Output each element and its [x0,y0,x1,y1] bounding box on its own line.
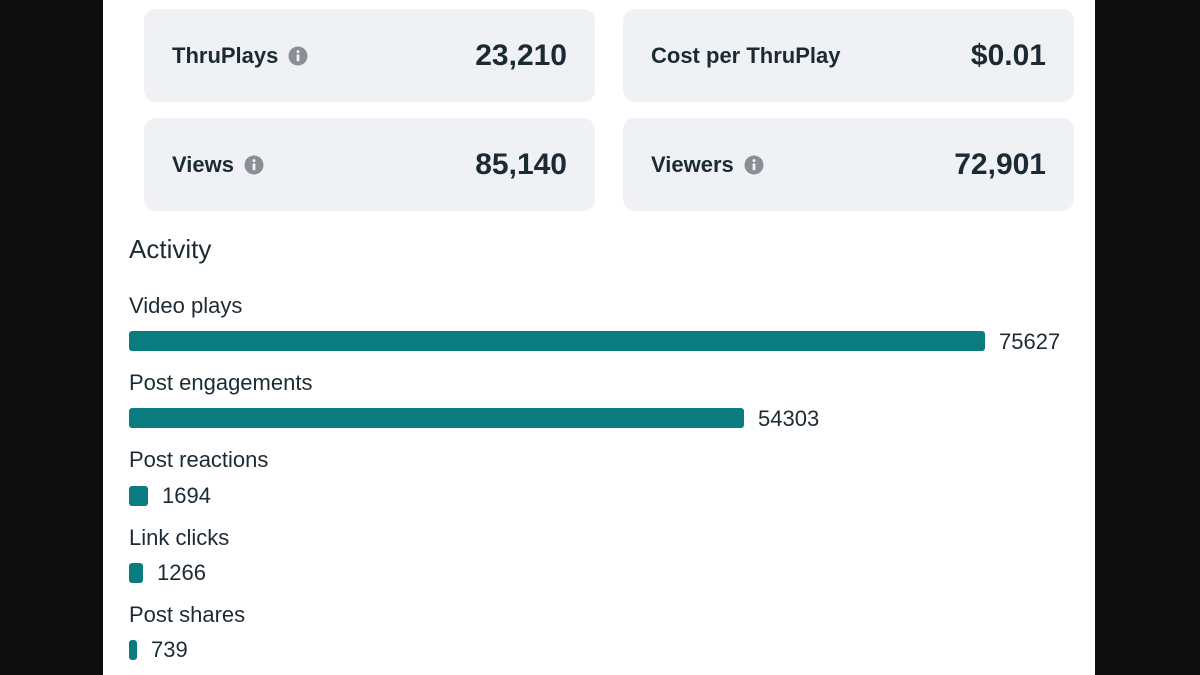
activity-label-post-engagements: Post engagements [129,370,313,395]
activity-bar-post-engagements [129,408,744,428]
metric-label: Viewers [651,151,734,177]
metric-card-viewers: Viewers 72,901 [623,118,1074,211]
metric-card-thruplays: ThruPlays 23,210 [144,9,595,102]
activity-bar-post-shares [129,640,137,660]
activity-bar-video-plays [129,331,985,351]
activity-value-post-engagements: 54303 [758,406,820,431]
activity-value-post-reactions: 1694 [162,483,211,508]
activity-label-video-plays: Video plays [129,293,243,318]
activity-value-post-shares: 739 [151,637,188,662]
metric-label: Views [172,151,234,177]
activity-value-video-plays: 75627 [999,329,1061,354]
metric-label: Cost per ThruPlay [651,42,841,68]
info-icon[interactable] [244,155,264,175]
activity-label-post-reactions: Post reactions [129,447,269,472]
metric-value: 85,140 [475,147,567,181]
info-icon[interactable] [288,46,308,66]
metric-value: $0.01 [970,38,1046,72]
activity-title: Activity [129,234,212,264]
metric-label: ThruPlays [172,42,279,68]
activity-label-post-shares: Post shares [129,602,246,627]
activity-bar-link-clicks [129,563,143,583]
activity-value-link-clicks: 1266 [157,560,206,585]
metric-value: 72,901 [954,147,1046,181]
info-icon[interactable] [744,155,764,175]
metric-card-cost-per-thruplay: Cost per ThruPlay $0.01 [623,9,1074,102]
insights-panel: ThruPlays 23,210 Cost per ThruPlay $0.01… [103,0,1095,675]
activity-bar-post-reactions [129,486,148,506]
activity-label-link-clicks: Link clicks [129,525,230,550]
metric-card-views: Views 85,140 [144,118,595,211]
metric-value: 23,210 [475,38,567,72]
